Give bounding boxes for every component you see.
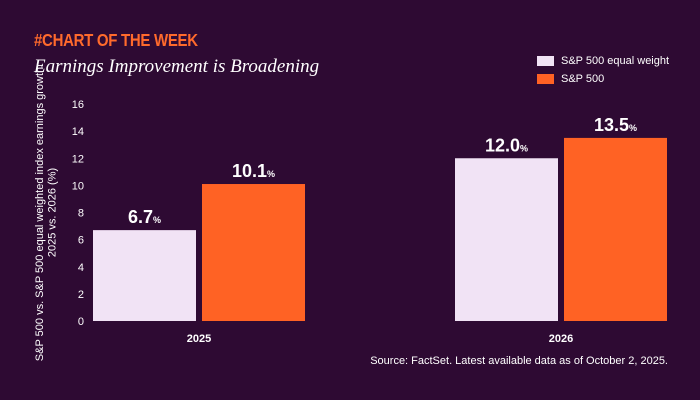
bar-sp500 <box>564 137 667 321</box>
y-tick-label: 16 <box>72 99 84 111</box>
legend-swatch-equal-weight <box>537 56 554 66</box>
y-tick-label: 4 <box>78 262 84 274</box>
bar-value-label: 6.7% <box>128 207 161 227</box>
legend-item-equal-weight: S&P 500 equal weight <box>537 53 669 69</box>
y-tick-label: 14 <box>72 126 84 138</box>
y-tick-label: 0 <box>78 316 84 328</box>
y-tick-label: 2 <box>78 289 84 301</box>
bar-value-label: 10.1% <box>232 161 275 181</box>
x-category-label: 2026 <box>549 333 573 345</box>
y-tick-label: 10 <box>72 180 84 192</box>
legend-label-equal-weight: S&P 500 equal weight <box>561 55 670 67</box>
y-tick-label: 8 <box>78 208 84 220</box>
y-tick-label: 12 <box>72 153 84 165</box>
y-tick-label: 6 <box>78 235 84 247</box>
legend-label-sp500: S&P 500 <box>561 73 605 85</box>
chart-legend: S&P 500 equal weight S&P 500 <box>537 53 669 89</box>
source-note: Source: FactSet. Latest available data a… <box>370 355 668 367</box>
y-axis-title: S&P 500 vs. S&P 500 equal weighted index… <box>34 64 59 361</box>
bar-sp500 <box>202 184 305 321</box>
x-category-label: 2025 <box>187 333 211 345</box>
legend-item-sp500: S&P 500 <box>537 71 669 87</box>
legend-swatch-sp500 <box>537 74 554 84</box>
chart-title: Earnings Improvement is Broadening <box>34 56 320 77</box>
bar-value-label: 12.0% <box>485 135 528 155</box>
chart-kicker: #CHART OF THE WEEK <box>34 31 198 51</box>
bar-equal-weight <box>455 158 558 321</box>
bar-value-label: 13.5% <box>594 115 637 135</box>
bar-equal-weight <box>93 230 196 321</box>
